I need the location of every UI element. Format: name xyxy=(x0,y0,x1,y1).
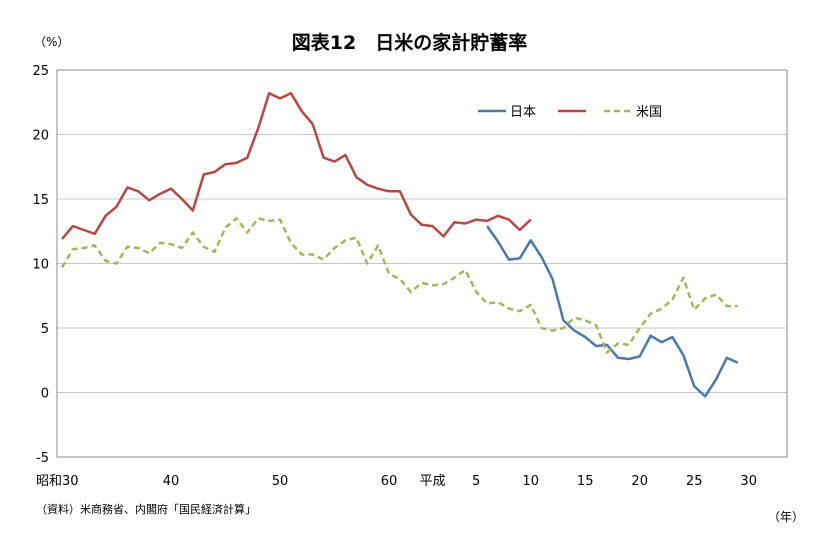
x-tick-label: 50 xyxy=(272,474,289,489)
y-tick-label: 25 xyxy=(32,64,49,79)
x-tick-label: 5 xyxy=(472,474,480,489)
source-note: （資料）米商務省、内閣府「国民経済計算」 xyxy=(36,503,256,516)
x-tick-label: 平成 xyxy=(420,474,446,489)
y-tick-label: 10 xyxy=(32,258,49,273)
chart-title: 図表12 日米の家計貯蓄率 xyxy=(291,32,528,54)
y-tick-label: 20 xyxy=(32,129,49,144)
x-tick-label: 10 xyxy=(522,474,539,489)
y-axis-unit: （%） xyxy=(34,35,70,49)
series-line-1 xyxy=(61,91,532,240)
series-line-2 xyxy=(60,217,738,354)
y-tick-label: 15 xyxy=(32,193,49,208)
x-tick-label: 60 xyxy=(381,474,398,489)
plot-frame xyxy=(56,69,788,458)
x-tick-label: 20 xyxy=(631,474,648,489)
y-tick-label: -5 xyxy=(36,451,49,466)
x-axis-unit: （年） xyxy=(768,510,805,524)
series-line-0 xyxy=(486,225,739,398)
legend-label: 米国 xyxy=(636,105,662,120)
x-tick-label: 40 xyxy=(163,474,180,489)
legend-label: 日本 xyxy=(510,105,536,120)
x-tick-label: 25 xyxy=(686,474,703,489)
y-tick-label: 0 xyxy=(41,387,49,402)
x-tick-label: 15 xyxy=(577,474,594,489)
y-tick-label: 5 xyxy=(41,322,49,337)
x-tick-label: 30 xyxy=(740,474,757,489)
x-tick-label: 昭和30 xyxy=(36,474,79,489)
